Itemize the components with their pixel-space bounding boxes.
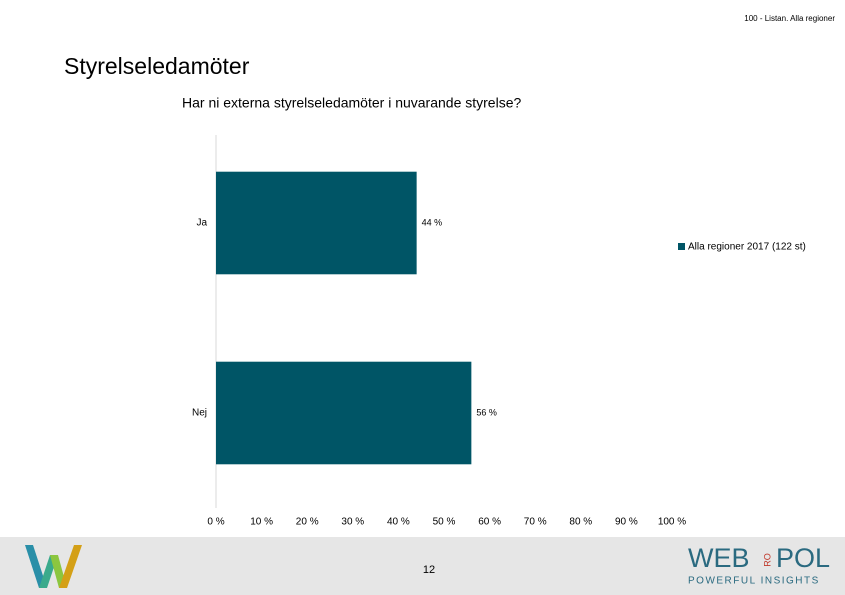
x-tick-label: 40 % (387, 517, 410, 528)
x-tick-label: 30 % (341, 517, 364, 528)
logo-left: WEB (688, 543, 750, 573)
x-tick-label: 80 % (569, 517, 592, 528)
y-tick-label: Nej (192, 408, 207, 419)
x-tick-label: 70 % (524, 517, 547, 528)
logo-middle: RO (762, 553, 772, 567)
x-tick-label: 0 % (207, 517, 224, 528)
chart-title: Har ni externa styrelseledamöter i nuvar… (182, 95, 521, 111)
x-tick-label: 100 % (658, 517, 686, 528)
y-tick-label: Ja (196, 218, 207, 229)
data-label: 56 % (476, 407, 497, 417)
slide-title: Styrelseledamöter (64, 53, 250, 79)
logo-tagline: POWERFUL INSIGHTS (688, 576, 820, 587)
logo-right: POL (776, 543, 830, 573)
x-tick-label: 90 % (615, 517, 638, 528)
x-tick-label: 20 % (296, 517, 319, 528)
bar (216, 361, 472, 465)
page-number: 12 (423, 564, 435, 576)
w-logo (25, 545, 82, 588)
source-label: 100 - Listan. Alla regioner (744, 14, 835, 23)
x-tick-label: 10 % (250, 517, 273, 528)
bar (216, 171, 417, 275)
x-tick-label: 50 % (433, 517, 456, 528)
footer-band (0, 537, 845, 595)
data-label: 44 % (422, 217, 443, 227)
x-tick-label: 60 % (478, 517, 501, 528)
legend-label: Alla regioner 2017 (122 st) (688, 242, 806, 253)
legend-swatch (678, 243, 685, 250)
